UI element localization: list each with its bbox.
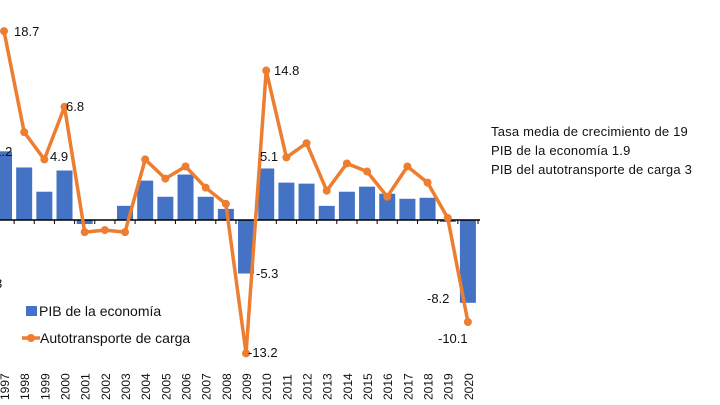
x-tick-label-2004: 2004 bbox=[139, 373, 153, 400]
line-marker-2005 bbox=[161, 174, 170, 183]
data-label: 6.8 bbox=[66, 99, 84, 114]
bar-2007 bbox=[197, 196, 214, 220]
legend-label-autotransporte: Autotransporte de carga bbox=[40, 330, 190, 346]
line-marker-1998 bbox=[20, 128, 29, 137]
x-tick-label-2001: 2001 bbox=[79, 373, 93, 400]
bar-2009 bbox=[238, 220, 255, 274]
line-marker-2009 bbox=[242, 349, 251, 358]
bar-2013 bbox=[318, 205, 335, 220]
x-tick-label-2010: 2010 bbox=[260, 373, 274, 400]
bar-2016 bbox=[379, 193, 396, 220]
bar-2010 bbox=[258, 168, 275, 220]
note-title: Tasa media de crecimiento de 19 bbox=[491, 124, 688, 139]
x-tick-label-2014: 2014 bbox=[341, 373, 355, 400]
x-tick-label-2000: 2000 bbox=[59, 373, 73, 400]
bar-2011 bbox=[278, 182, 295, 220]
line-marker-2004 bbox=[141, 155, 150, 164]
data-label: 11.2 bbox=[0, 144, 12, 159]
bar-2005 bbox=[157, 196, 174, 220]
x-tick-label-2002: 2002 bbox=[99, 373, 113, 400]
line-marker-2015 bbox=[363, 167, 372, 176]
x-tick-label-2005: 2005 bbox=[159, 373, 173, 400]
data-label: 5.1 bbox=[260, 149, 278, 164]
bar-1997 bbox=[0, 151, 12, 220]
x-tick-label-2003: 2003 bbox=[119, 373, 133, 400]
line-marker-2017 bbox=[403, 162, 412, 171]
line-marker-2002 bbox=[100, 226, 109, 235]
x-tick-label-2011: 2011 bbox=[280, 374, 294, 400]
line-marker-2008 bbox=[221, 199, 230, 208]
data-label: 4.9 bbox=[50, 149, 68, 164]
line-marker-2014 bbox=[342, 159, 351, 168]
legend-bar-swatch bbox=[26, 306, 37, 316]
line-marker-2007 bbox=[201, 183, 210, 192]
line-marker-1999 bbox=[40, 155, 49, 164]
note-pib-economia: PIB de la economía 1.9 bbox=[491, 143, 631, 158]
data-label: -13.2 bbox=[248, 345, 278, 360]
line-marker-2011 bbox=[282, 153, 291, 162]
x-tick-label-2018: 2018 bbox=[422, 373, 436, 400]
bar-2014 bbox=[338, 191, 355, 220]
data-label: 3 bbox=[0, 276, 2, 291]
bar-1998 bbox=[16, 167, 33, 220]
bar-2004 bbox=[137, 180, 154, 220]
x-tick-label-2006: 2006 bbox=[180, 373, 194, 400]
x-tick-label-2017: 2017 bbox=[401, 373, 415, 400]
bar-2006 bbox=[177, 174, 194, 220]
x-tick-label-2013: 2013 bbox=[321, 373, 335, 400]
x-tick-label-2007: 2007 bbox=[200, 373, 214, 400]
x-tick-label-1998: 1998 bbox=[18, 373, 32, 400]
bar-2012 bbox=[298, 183, 315, 220]
legend-line-marker bbox=[27, 334, 35, 342]
data-label: -5.3 bbox=[256, 266, 278, 281]
line-marker-2019 bbox=[443, 213, 452, 222]
bar-2000 bbox=[56, 170, 73, 220]
note-pib-autotransporte: PIB del autotransporte de carga 3 bbox=[491, 162, 693, 177]
x-tick-label-2012: 2012 bbox=[301, 373, 315, 400]
x-tick-label-2016: 2016 bbox=[381, 373, 395, 400]
x-tick-label-1999: 1999 bbox=[38, 373, 52, 400]
bar-2020 bbox=[459, 220, 476, 303]
x-tick-label-2009: 2009 bbox=[240, 373, 254, 400]
data-label: -10.1 bbox=[438, 331, 468, 346]
x-tick-label-2015: 2015 bbox=[361, 373, 375, 400]
line-marker-1997 bbox=[0, 27, 8, 36]
bar-1999 bbox=[36, 191, 53, 220]
x-tick-label-2019: 2019 bbox=[442, 373, 456, 400]
data-label: 18.7 bbox=[14, 24, 39, 39]
x-tick-label-1997: 1997 bbox=[0, 373, 12, 400]
line-marker-2018 bbox=[423, 178, 432, 187]
line-autotransporte bbox=[2, 30, 470, 356]
x-tick-label-2008: 2008 bbox=[220, 373, 234, 400]
bar-2018 bbox=[419, 197, 436, 220]
line-marker-2001 bbox=[80, 228, 89, 237]
bar-2015 bbox=[359, 186, 376, 220]
line-marker-2006 bbox=[181, 162, 190, 171]
data-label: 14.8 bbox=[274, 63, 299, 78]
line-marker-2003 bbox=[121, 228, 130, 237]
legend-label-pib: PIB de la economía bbox=[39, 303, 161, 319]
x-tick-label-2020: 2020 bbox=[462, 373, 476, 400]
bar-2017 bbox=[399, 198, 416, 220]
line-marker-2010 bbox=[262, 66, 271, 75]
line-marker-2013 bbox=[322, 186, 331, 195]
line-marker-2016 bbox=[383, 192, 392, 201]
line-marker-2020 bbox=[463, 318, 472, 327]
line-marker-2000 bbox=[60, 102, 69, 111]
line-marker-2012 bbox=[302, 139, 311, 148]
data-label: -8.2 bbox=[427, 291, 449, 306]
